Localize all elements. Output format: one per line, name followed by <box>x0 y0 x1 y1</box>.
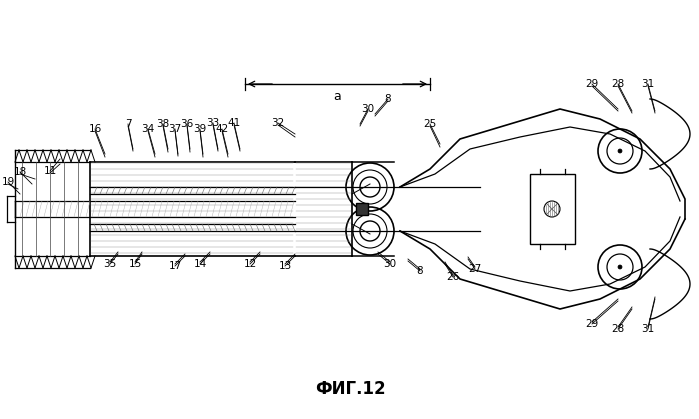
Text: 17: 17 <box>168 261 182 271</box>
Text: 25: 25 <box>424 119 437 129</box>
Text: 16: 16 <box>88 124 101 134</box>
Text: 32: 32 <box>271 118 284 128</box>
Text: 31: 31 <box>642 79 655 89</box>
Text: 28: 28 <box>612 324 625 334</box>
Text: 13: 13 <box>278 261 291 271</box>
Text: 37: 37 <box>168 124 182 134</box>
Circle shape <box>618 149 622 153</box>
Text: 18: 18 <box>13 167 27 177</box>
Text: 38: 38 <box>157 119 170 129</box>
Text: 26: 26 <box>447 272 460 282</box>
Bar <box>530 174 575 244</box>
Text: 7: 7 <box>124 119 131 129</box>
Text: 42: 42 <box>215 124 229 134</box>
Text: 11: 11 <box>43 166 57 176</box>
Circle shape <box>618 265 622 269</box>
Text: 29: 29 <box>585 319 598 329</box>
Text: 8: 8 <box>417 266 424 276</box>
Text: 30: 30 <box>361 104 375 114</box>
Text: 34: 34 <box>141 124 154 134</box>
Bar <box>356 203 368 215</box>
Text: 19: 19 <box>1 177 15 187</box>
Text: 27: 27 <box>468 264 482 274</box>
Text: 41: 41 <box>227 118 240 128</box>
Text: 39: 39 <box>194 124 207 134</box>
Text: 33: 33 <box>206 118 219 128</box>
Text: 28: 28 <box>612 79 625 89</box>
Text: 8: 8 <box>384 94 391 104</box>
Text: 15: 15 <box>129 259 142 269</box>
Text: ФИГ.12: ФИГ.12 <box>315 380 385 398</box>
Text: 12: 12 <box>243 259 257 269</box>
Text: 31: 31 <box>642 324 655 334</box>
Text: a: a <box>333 90 341 103</box>
Text: 14: 14 <box>194 259 207 269</box>
Text: 29: 29 <box>585 79 598 89</box>
Text: 36: 36 <box>180 119 194 129</box>
Text: 35: 35 <box>103 259 117 269</box>
Text: 30: 30 <box>384 259 396 269</box>
